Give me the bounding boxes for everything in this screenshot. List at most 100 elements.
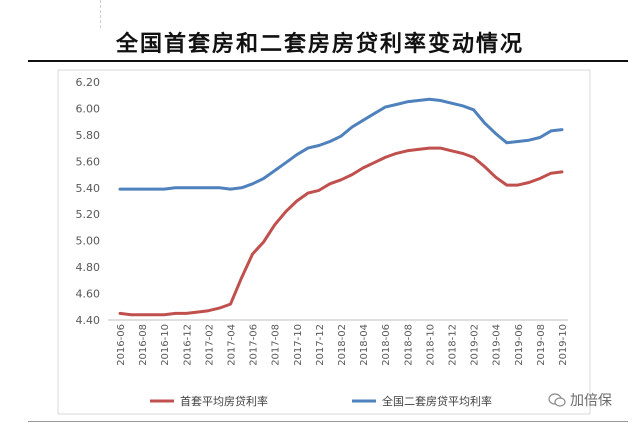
data-point: [295, 199, 298, 203]
data-point: [163, 187, 166, 191]
data-point: [251, 182, 254, 185]
data-point: [207, 186, 210, 189]
data-point: [317, 189, 321, 192]
data-point: [229, 187, 232, 191]
x-tick-label: 2017-02: [204, 324, 215, 366]
y-tick-label: 4.40: [76, 314, 101, 327]
series-lines: [118, 97, 564, 317]
data-point: [207, 309, 210, 312]
y-tick-label: 5.40: [76, 182, 101, 195]
data-point: [472, 108, 475, 112]
data-point: [505, 141, 508, 144]
data-point: [218, 306, 221, 310]
data-point: [406, 100, 409, 104]
data-point: [328, 140, 332, 143]
data-point: [152, 187, 155, 191]
y-tick-label: 5.80: [76, 129, 101, 142]
x-tick-label: 2019-06: [514, 324, 525, 366]
data-point: [372, 161, 376, 164]
data-point: [406, 149, 409, 152]
data-point: [538, 136, 542, 139]
y-tick-label: 6.00: [76, 102, 101, 115]
data-point: [527, 181, 531, 184]
data-point: [494, 132, 497, 135]
data-point: [538, 177, 542, 180]
x-tick-label: 2017-04: [227, 324, 238, 366]
data-point: [560, 170, 564, 174]
data-point: [339, 135, 343, 138]
x-tick-label: 2019-02: [470, 324, 481, 366]
background-divider: [100, 0, 101, 28]
data-point: [395, 103, 398, 106]
chart-frame: [57, 69, 591, 415]
data-point: [516, 183, 519, 187]
x-tick-label: 2018-06: [381, 324, 392, 366]
data-point: [273, 169, 276, 172]
legend-label: 全国二套房贷平均利率: [382, 394, 492, 408]
y-tick-label: 5.00: [76, 235, 101, 248]
data-point: [118, 312, 122, 315]
data-point: [417, 99, 420, 102]
data-point: [240, 276, 243, 279]
x-tick-label: 2019-08: [536, 324, 547, 366]
data-point: [361, 166, 365, 170]
bottom-rule: [28, 421, 628, 422]
y-tick-label: 5.60: [76, 155, 101, 168]
data-point: [417, 148, 420, 151]
x-tick-label: 2016-12: [182, 324, 193, 366]
data-point: [140, 313, 144, 316]
x-tick-label: 2018-10: [425, 324, 436, 366]
data-point: [494, 176, 497, 179]
data-point: [439, 99, 442, 102]
data-point: [516, 140, 519, 143]
x-tick-label: 2017-12: [315, 324, 326, 366]
y-tick-label: 4.80: [76, 261, 101, 274]
data-point: [527, 139, 531, 142]
data-point: [140, 187, 144, 191]
data-point: [461, 152, 464, 155]
data-point: [428, 98, 431, 101]
x-tick-label: 2016-10: [160, 324, 171, 366]
data-point: [483, 121, 486, 125]
x-tick-label: 2017-10: [293, 324, 304, 366]
data-point: [240, 186, 243, 189]
data-point: [549, 172, 553, 175]
watermark-text: 加倍保: [570, 393, 612, 409]
data-point: [229, 302, 232, 306]
y-tick-label: 5.20: [76, 208, 101, 221]
data-point: [384, 156, 387, 159]
data-point: [439, 146, 442, 150]
data-point: [483, 165, 486, 168]
data-point: [450, 102, 453, 105]
data-point: [384, 105, 387, 109]
data-point: [129, 187, 133, 191]
data-point: [218, 186, 221, 189]
data-point: [306, 146, 310, 150]
data-point: [549, 129, 553, 133]
data-point: [395, 152, 398, 155]
data-point: [273, 223, 276, 226]
data-point: [505, 183, 508, 187]
data-point: [284, 161, 287, 164]
x-tick-label: 2016-08: [138, 324, 149, 366]
data-point: [450, 149, 453, 152]
data-point: [428, 146, 431, 150]
x-tick-label: 2016-06: [116, 324, 127, 366]
data-point: [174, 312, 177, 315]
wechat-icon: [548, 393, 566, 407]
data-point: [560, 128, 564, 131]
data-point: [361, 119, 365, 122]
title-rule: [28, 60, 628, 62]
x-tick-label: 2018-08: [403, 324, 414, 366]
data-point: [196, 186, 199, 189]
y-axis: 4.40 4.60 4.80 5.00 5.20 5.40 5.60 5.80 6.00 6.20: [76, 76, 101, 327]
data-point: [152, 313, 155, 316]
watermark: 加倍保: [548, 390, 612, 410]
x-tick-label: 2017-06: [249, 324, 260, 366]
x-tick-label: 2017-08: [271, 324, 282, 366]
data-point: [262, 177, 265, 180]
legend: 首套平均房贷利率 全国二套房贷平均利率: [150, 394, 492, 408]
data-point: [372, 112, 376, 115]
data-point: [350, 173, 354, 176]
